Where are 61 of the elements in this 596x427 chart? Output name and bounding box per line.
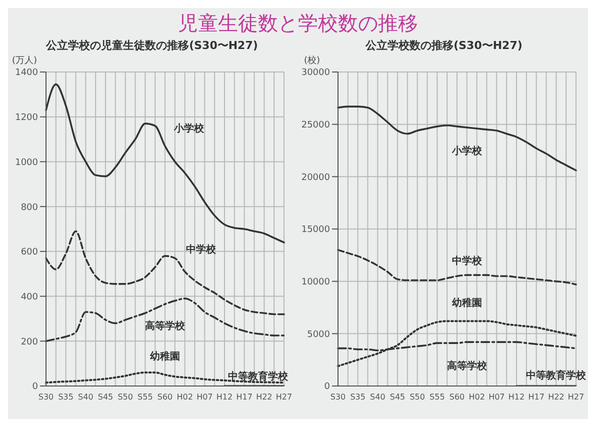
line-series: [337, 106, 577, 172]
y-tick-label: 10000: [301, 278, 330, 288]
x-tick-label: H07: [196, 392, 213, 402]
x-tick-label: H02: [176, 392, 193, 402]
x-tick-label: S30: [38, 392, 54, 402]
x-tick-label: S30: [330, 392, 346, 402]
x-tick-label: S45: [98, 392, 114, 402]
series-label: 中学校: [452, 254, 483, 267]
y-axis-title: (校): [303, 54, 322, 66]
x-tick-label: S60: [449, 392, 465, 402]
x-tick-label: H02: [468, 392, 485, 402]
chart-subtitle: 公立学校の児童生徒数の推移(S30〜H27): [44, 38, 259, 54]
x-tick-label: S50: [410, 392, 425, 402]
y-tick-label: 1000: [15, 158, 38, 168]
x-tick-label: H22: [548, 392, 564, 402]
line-series: [45, 83, 285, 244]
series-label: 小学校: [172, 122, 205, 135]
x-tick-label: S45: [390, 392, 406, 402]
y-tick-label: 25000: [301, 120, 330, 131]
series-label: 中等教育学校: [526, 370, 588, 382]
y-tick-label: 600: [20, 248, 38, 258]
chart-title: 児童生徒数と学校数の推移: [177, 10, 419, 37]
x-tick-label: S55: [430, 392, 445, 402]
y-tick-label: 200: [20, 337, 38, 348]
x-tick-label: H17: [528, 392, 544, 402]
x-tick-label: S50: [118, 392, 133, 402]
y-tick-label: 15000: [301, 225, 330, 236]
y-tick-label: 30000: [301, 68, 330, 78]
x-tick-label: H17: [236, 392, 252, 402]
x-tick-label: H27: [276, 392, 292, 402]
y-tick-label: 400: [20, 292, 38, 302]
y-tick-label: 5000: [307, 330, 330, 340]
y-tick-label: 0: [32, 382, 38, 392]
x-tick-label: S35: [350, 392, 366, 402]
series-label: 高等学校: [145, 320, 186, 332]
x-tick-label: S40: [370, 392, 386, 402]
x-tick-label: H12: [216, 392, 233, 402]
series-label: 高等学校: [446, 360, 488, 372]
x-tick-label: S35: [58, 392, 74, 402]
series-label: 中学校: [186, 243, 217, 256]
line-series: [45, 298, 285, 342]
line-series: [337, 249, 577, 286]
chart-subtitle: 公立学校数の推移(S30〜H27): [364, 38, 524, 54]
x-tick-label: H22: [256, 392, 272, 402]
y-axis-title: (万人): [11, 54, 38, 66]
line-series: [45, 230, 285, 316]
series-label: 幼稚園: [149, 350, 180, 363]
series-label: 幼稚園: [450, 296, 482, 309]
y-tick-label: 0: [324, 382, 330, 392]
y-tick-label: 1400: [15, 68, 38, 78]
series-label: 中等教育学校: [228, 370, 290, 383]
y-tick-label: 20000: [301, 172, 330, 183]
x-tick-label: H27: [568, 392, 584, 402]
x-tick-label: S60: [157, 392, 173, 402]
x-tick-label: S40: [78, 392, 94, 402]
x-tick-label: H12: [508, 392, 525, 402]
y-tick-label: 1200: [15, 113, 38, 124]
y-tick-label: 800: [20, 202, 38, 213]
x-tick-label: H07: [488, 392, 505, 402]
x-tick-label: S55: [138, 392, 153, 402]
series-label: 小学校: [450, 145, 483, 158]
